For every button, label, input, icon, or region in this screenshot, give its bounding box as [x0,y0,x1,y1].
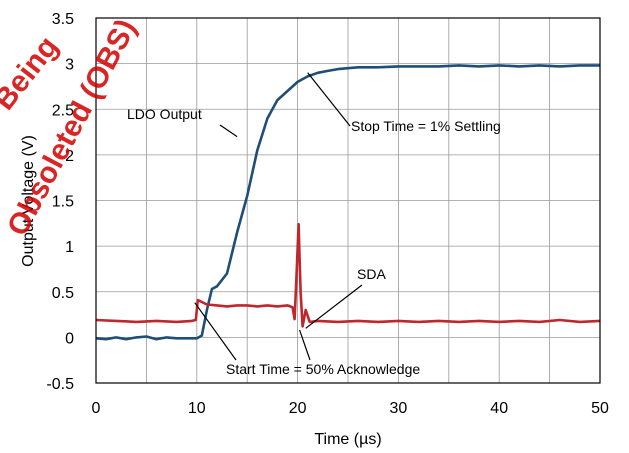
arrow-start-time-right [299,329,311,361]
x-tick-label: 30 [390,400,408,417]
y-tick-label: 3.5 [52,11,74,28]
y-tick-label: 2 [65,148,74,165]
arrow-ldo-output [219,124,238,138]
y-tick-label: 2.5 [52,102,74,119]
x-tick-label: 20 [289,400,307,417]
x-tick-label: 0 [92,400,101,417]
y-tick-label: -0.5 [46,376,74,393]
annotation-start-time: Start Time = 50% Acknowledge [226,361,420,377]
annotations: LDO Output Stop Time = 1% Settling SDA S… [127,72,501,377]
y-tick-label: 0.5 [52,285,74,302]
y-axis-title: Output Voltage (V) [20,135,37,267]
x-tick-label: 50 [591,400,609,417]
x-tick-label: 10 [188,400,206,417]
y-tick-label: 1 [65,239,74,256]
y-tick-label: 0 [65,330,74,347]
gridlines [95,17,601,384]
annotation-stop-time: Stop Time = 1% Settling [351,118,501,134]
x-tick-labels: 0 10 20 30 40 50 [92,400,609,417]
x-axis-title: Time (µs) [314,431,381,448]
plot-frame [95,17,601,384]
series-line-ldo-output [95,64,600,341]
series-layer [95,64,601,341]
arrow-sda [305,284,363,329]
series-line-sda [95,222,601,328]
arrow-stop-time [307,72,351,127]
y-tick-label: 1.5 [52,194,74,211]
y-tick-labels: -0.5 0 0.5 1 1.5 2 2.5 3 3.5 [46,11,74,393]
annotation-ldo-output: LDO Output [127,106,202,122]
annotation-sda: SDA [357,266,386,282]
x-tick-label: 40 [490,400,508,417]
arrow-start-time-left [194,302,237,361]
y-tick-label: 3 [65,57,74,74]
